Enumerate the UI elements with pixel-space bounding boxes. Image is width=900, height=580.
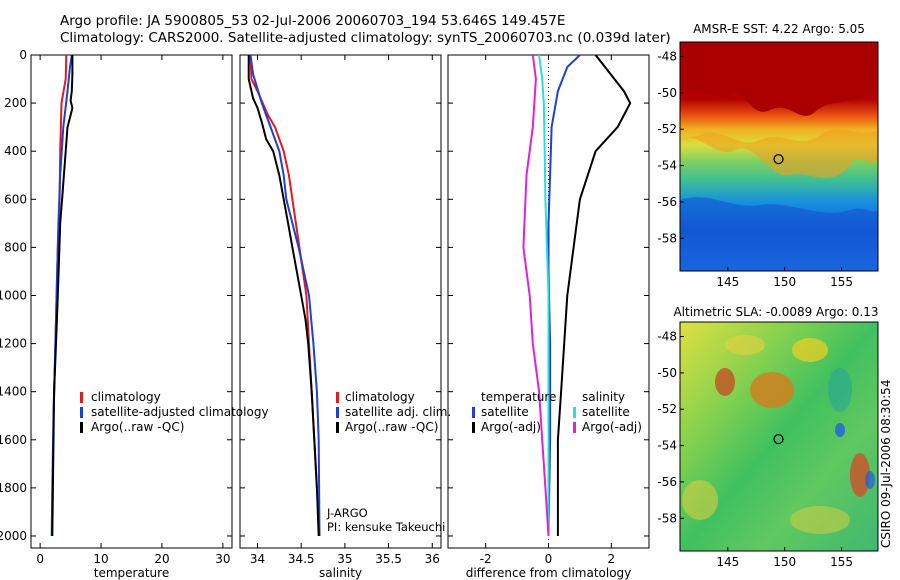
temperature-axes-frame xyxy=(30,54,233,549)
legend-header-temperature: temperature xyxy=(481,390,556,404)
temperature-series-argo-raw-qc- xyxy=(51,55,74,537)
legend-label: Argo(..raw -QC) xyxy=(345,420,438,434)
difference-xtick-label: -2 xyxy=(480,552,492,566)
legend-swatch-climatology xyxy=(336,392,339,403)
map-xtick-label: 155 xyxy=(830,275,853,289)
salinity-panel: 34 34.5 35 35.5 36 salinity xyxy=(239,54,442,580)
sst-field xyxy=(680,42,878,271)
legend-label: satellite-adjusted climatology xyxy=(91,405,269,419)
difference-xlabel: difference from climatology xyxy=(466,566,632,580)
legend-swatch-argo xyxy=(336,422,339,433)
temperature-ytick-label: 200 xyxy=(4,96,27,110)
sst-map-title: AMSR-E SST: 4.22 Argo: 5.05 xyxy=(693,22,865,36)
difference-series-temperature-argo-adj- xyxy=(556,54,632,536)
sla-map: Altimetric SLA: -0.0089 Argo: 0.13 145 15… xyxy=(657,305,878,569)
legend-label: climatology xyxy=(91,390,161,404)
temperature-ytick-label: 2000 xyxy=(0,529,27,543)
map-xtick-label: 150 xyxy=(773,555,796,569)
temperature-xtick-label: 30 xyxy=(215,552,230,566)
salinity-axes-frame xyxy=(239,54,442,549)
sst-map-frame xyxy=(679,41,879,272)
map-ytick-label: -54 xyxy=(657,159,677,173)
difference-legend: temperature satellite Argo(-adj) salinit… xyxy=(472,390,642,434)
temperature-xlabel: temperature xyxy=(94,566,169,580)
pi-annotation: PI: kensuke Takeuchi xyxy=(327,520,445,534)
salinity-xlabel: salinity xyxy=(319,566,362,580)
map-xtick-label: 150 xyxy=(773,275,796,289)
temperature-ytick-label: 1800 xyxy=(0,481,27,495)
difference-xtick-label: 0 xyxy=(545,552,553,566)
legend-header-salinity: salinity xyxy=(582,390,625,404)
legend-label: Argo(-adj) xyxy=(582,420,642,434)
map-xtick-label: 145 xyxy=(716,275,739,289)
legend-label: satellite xyxy=(582,405,630,419)
sla-map-frame xyxy=(679,321,879,552)
map-ytick-label: -52 xyxy=(657,402,677,416)
sla-map-title: Altimetric SLA: -0.0089 Argo: 0.13 xyxy=(673,305,878,319)
figure-title-line2: Climatology: CARS2000. Satellite-adjuste… xyxy=(60,30,671,46)
salinity-xtick-label: 35 xyxy=(337,552,352,566)
temperature-ytick-label: 600 xyxy=(4,192,27,206)
legend-swatch-temp-satellite xyxy=(472,407,475,418)
map-ytick-label: -48 xyxy=(657,330,677,344)
float-program-annotation: J-ARGO xyxy=(326,506,368,520)
salinity-series-argo-raw-qc- xyxy=(247,55,320,537)
legend-label: Argo(-adj) xyxy=(481,420,541,434)
map-ytick-label: -50 xyxy=(657,366,677,380)
legend-swatch-satellite xyxy=(80,407,83,418)
argo-position-marker xyxy=(773,434,784,445)
difference-xtick-label: 2 xyxy=(607,552,615,566)
sst-map-ticks: 145 150 155 -48 -50 -52 -54 -56 -58 xyxy=(657,50,853,289)
temperature-xtick-label: 10 xyxy=(93,552,108,566)
map-xtick-label: 155 xyxy=(830,555,853,569)
temperature-ytick-label: 1400 xyxy=(0,385,27,399)
map-ytick-label: -52 xyxy=(657,122,677,136)
legend-swatch-sal-satellite xyxy=(573,407,576,418)
difference-series-salinity-argo-adj- xyxy=(522,54,550,537)
difference-series-salinity-satellite xyxy=(538,54,550,536)
map-xtick-label: 145 xyxy=(716,555,739,569)
salinity-xtick-label: 36 xyxy=(425,552,440,566)
salinity-series-satellite-adj-clim- xyxy=(249,54,321,537)
temperature-legend: climatology satellite-adjusted climatolo… xyxy=(80,390,269,434)
temperature-ytick-label: 0 xyxy=(19,48,27,62)
argo-position-marker xyxy=(773,154,784,165)
map-ytick-label: -50 xyxy=(657,86,677,100)
salinity-xtick-label: 34.5 xyxy=(288,552,315,566)
legend-label: satellite adj. clim. xyxy=(345,405,451,419)
salinity-legend: climatology satellite adj. clim. Argo(..… xyxy=(326,390,451,534)
map-ytick-label: -56 xyxy=(657,475,677,489)
map-ytick-label: -48 xyxy=(657,50,677,64)
salinity-xtick-label: 34 xyxy=(250,552,265,566)
legend-swatch-satellite xyxy=(336,407,339,418)
credit-text: CSIRO 09-Jul-2006 08:30:54 xyxy=(879,380,893,548)
map-ytick-label: -54 xyxy=(657,439,677,453)
sla-field xyxy=(680,322,878,551)
legend-swatch-sal-argo xyxy=(573,422,576,433)
temperature-ytick-label: 400 xyxy=(4,144,27,158)
legend-swatch-temp-argo xyxy=(472,422,475,433)
legend-label: satellite xyxy=(481,405,529,419)
temperature-xtick-label: 0 xyxy=(36,552,44,566)
map-ytick-label: -56 xyxy=(657,195,677,209)
figure-title-line1: Argo profile: JA 5900805_53 02-Jul-2006 … xyxy=(60,13,565,29)
salinity-xtick-label: 35.5 xyxy=(375,552,402,566)
sst-map: AMSR-E SST: 4.22 Argo: 5.05 145 150 155 -48… xyxy=(657,22,879,289)
difference-series-temperature-satellite xyxy=(547,54,581,537)
temperature-ytick-label: 1000 xyxy=(0,288,27,302)
temperature-ytick-label: 1600 xyxy=(0,433,27,447)
temperature-ytick-label: 1200 xyxy=(0,337,27,351)
legend-swatch-argo xyxy=(80,422,83,433)
sla-map-ticks: 145 150 155 -48 -50 -52 -54 -56 -58 xyxy=(657,330,853,569)
map-ytick-label: -58 xyxy=(657,511,677,525)
legend-label: Argo(..raw -QC) xyxy=(91,420,184,434)
temperature-ytick-label: 800 xyxy=(4,240,27,254)
temperature-panel: 0 10 20 30 0 200 400 600 800 1000 1200 1400 1600 1800… xyxy=(0,48,233,580)
legend-swatch-climatology xyxy=(80,392,83,403)
legend-label: climatology xyxy=(345,390,415,404)
map-ytick-label: -58 xyxy=(657,231,677,245)
temperature-xtick-label: 20 xyxy=(154,552,169,566)
